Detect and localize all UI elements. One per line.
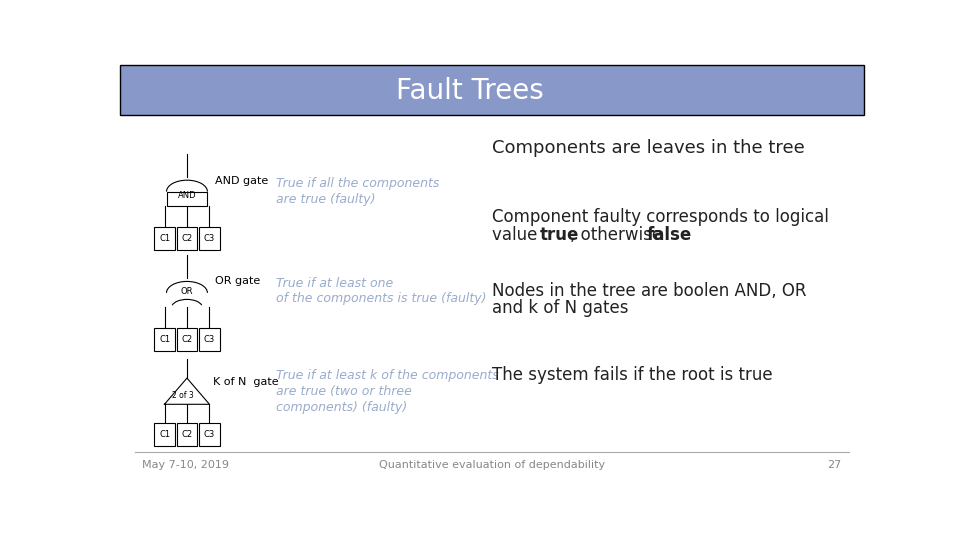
Text: of the components is true (faulty): of the components is true (faulty)	[276, 292, 487, 306]
FancyBboxPatch shape	[177, 227, 198, 250]
Text: Nodes in the tree are boolen AND, OR: Nodes in the tree are boolen AND, OR	[492, 282, 806, 300]
Text: components) (faulty): components) (faulty)	[276, 401, 407, 414]
FancyBboxPatch shape	[155, 227, 175, 250]
Text: C3: C3	[204, 335, 215, 344]
FancyBboxPatch shape	[199, 227, 220, 250]
Text: K of N  gate: K of N gate	[213, 377, 278, 387]
Text: and k of N gates: and k of N gates	[492, 299, 629, 317]
Text: value: value	[492, 226, 542, 244]
Text: C2: C2	[181, 430, 193, 439]
Text: C1: C1	[159, 234, 170, 243]
Text: AND gate: AND gate	[215, 177, 268, 186]
Text: May 7-10, 2019: May 7-10, 2019	[142, 460, 229, 470]
Text: Components are leaves in the tree: Components are leaves in the tree	[492, 139, 804, 157]
Text: OR: OR	[180, 287, 193, 296]
Text: True if all the components: True if all the components	[276, 177, 440, 190]
Text: AND: AND	[178, 192, 196, 200]
Text: Quantitative evaluation of dependability: Quantitative evaluation of dependability	[379, 460, 605, 470]
Text: 2 of 3: 2 of 3	[172, 391, 193, 400]
Text: C3: C3	[204, 234, 215, 243]
Text: Component faulty corresponds to logical: Component faulty corresponds to logical	[492, 207, 828, 226]
Text: 27: 27	[828, 460, 842, 470]
Text: C3: C3	[204, 430, 215, 439]
FancyBboxPatch shape	[177, 423, 198, 446]
Text: True if at least k of the components: True if at least k of the components	[276, 369, 499, 382]
Text: C2: C2	[181, 335, 193, 344]
Text: true: true	[540, 226, 579, 244]
Text: C1: C1	[159, 335, 170, 344]
Polygon shape	[164, 378, 209, 404]
Text: The system fails if the root is true: The system fails if the root is true	[492, 366, 773, 383]
Text: , otherwise: , otherwise	[570, 226, 667, 244]
FancyBboxPatch shape	[155, 328, 175, 351]
FancyBboxPatch shape	[155, 423, 175, 446]
Text: OR gate: OR gate	[215, 276, 260, 286]
FancyBboxPatch shape	[177, 328, 198, 351]
Text: C1: C1	[159, 430, 170, 439]
Text: are true (faulty): are true (faulty)	[276, 193, 375, 206]
FancyBboxPatch shape	[120, 65, 864, 114]
Text: C2: C2	[181, 234, 193, 243]
Text: Fault Trees: Fault Trees	[396, 77, 543, 105]
FancyBboxPatch shape	[166, 192, 207, 206]
Text: false: false	[647, 226, 692, 244]
Text: are true (two or three: are true (two or three	[276, 384, 412, 397]
Text: True if at least one: True if at least one	[276, 276, 394, 289]
FancyBboxPatch shape	[199, 423, 220, 446]
FancyBboxPatch shape	[199, 328, 220, 351]
